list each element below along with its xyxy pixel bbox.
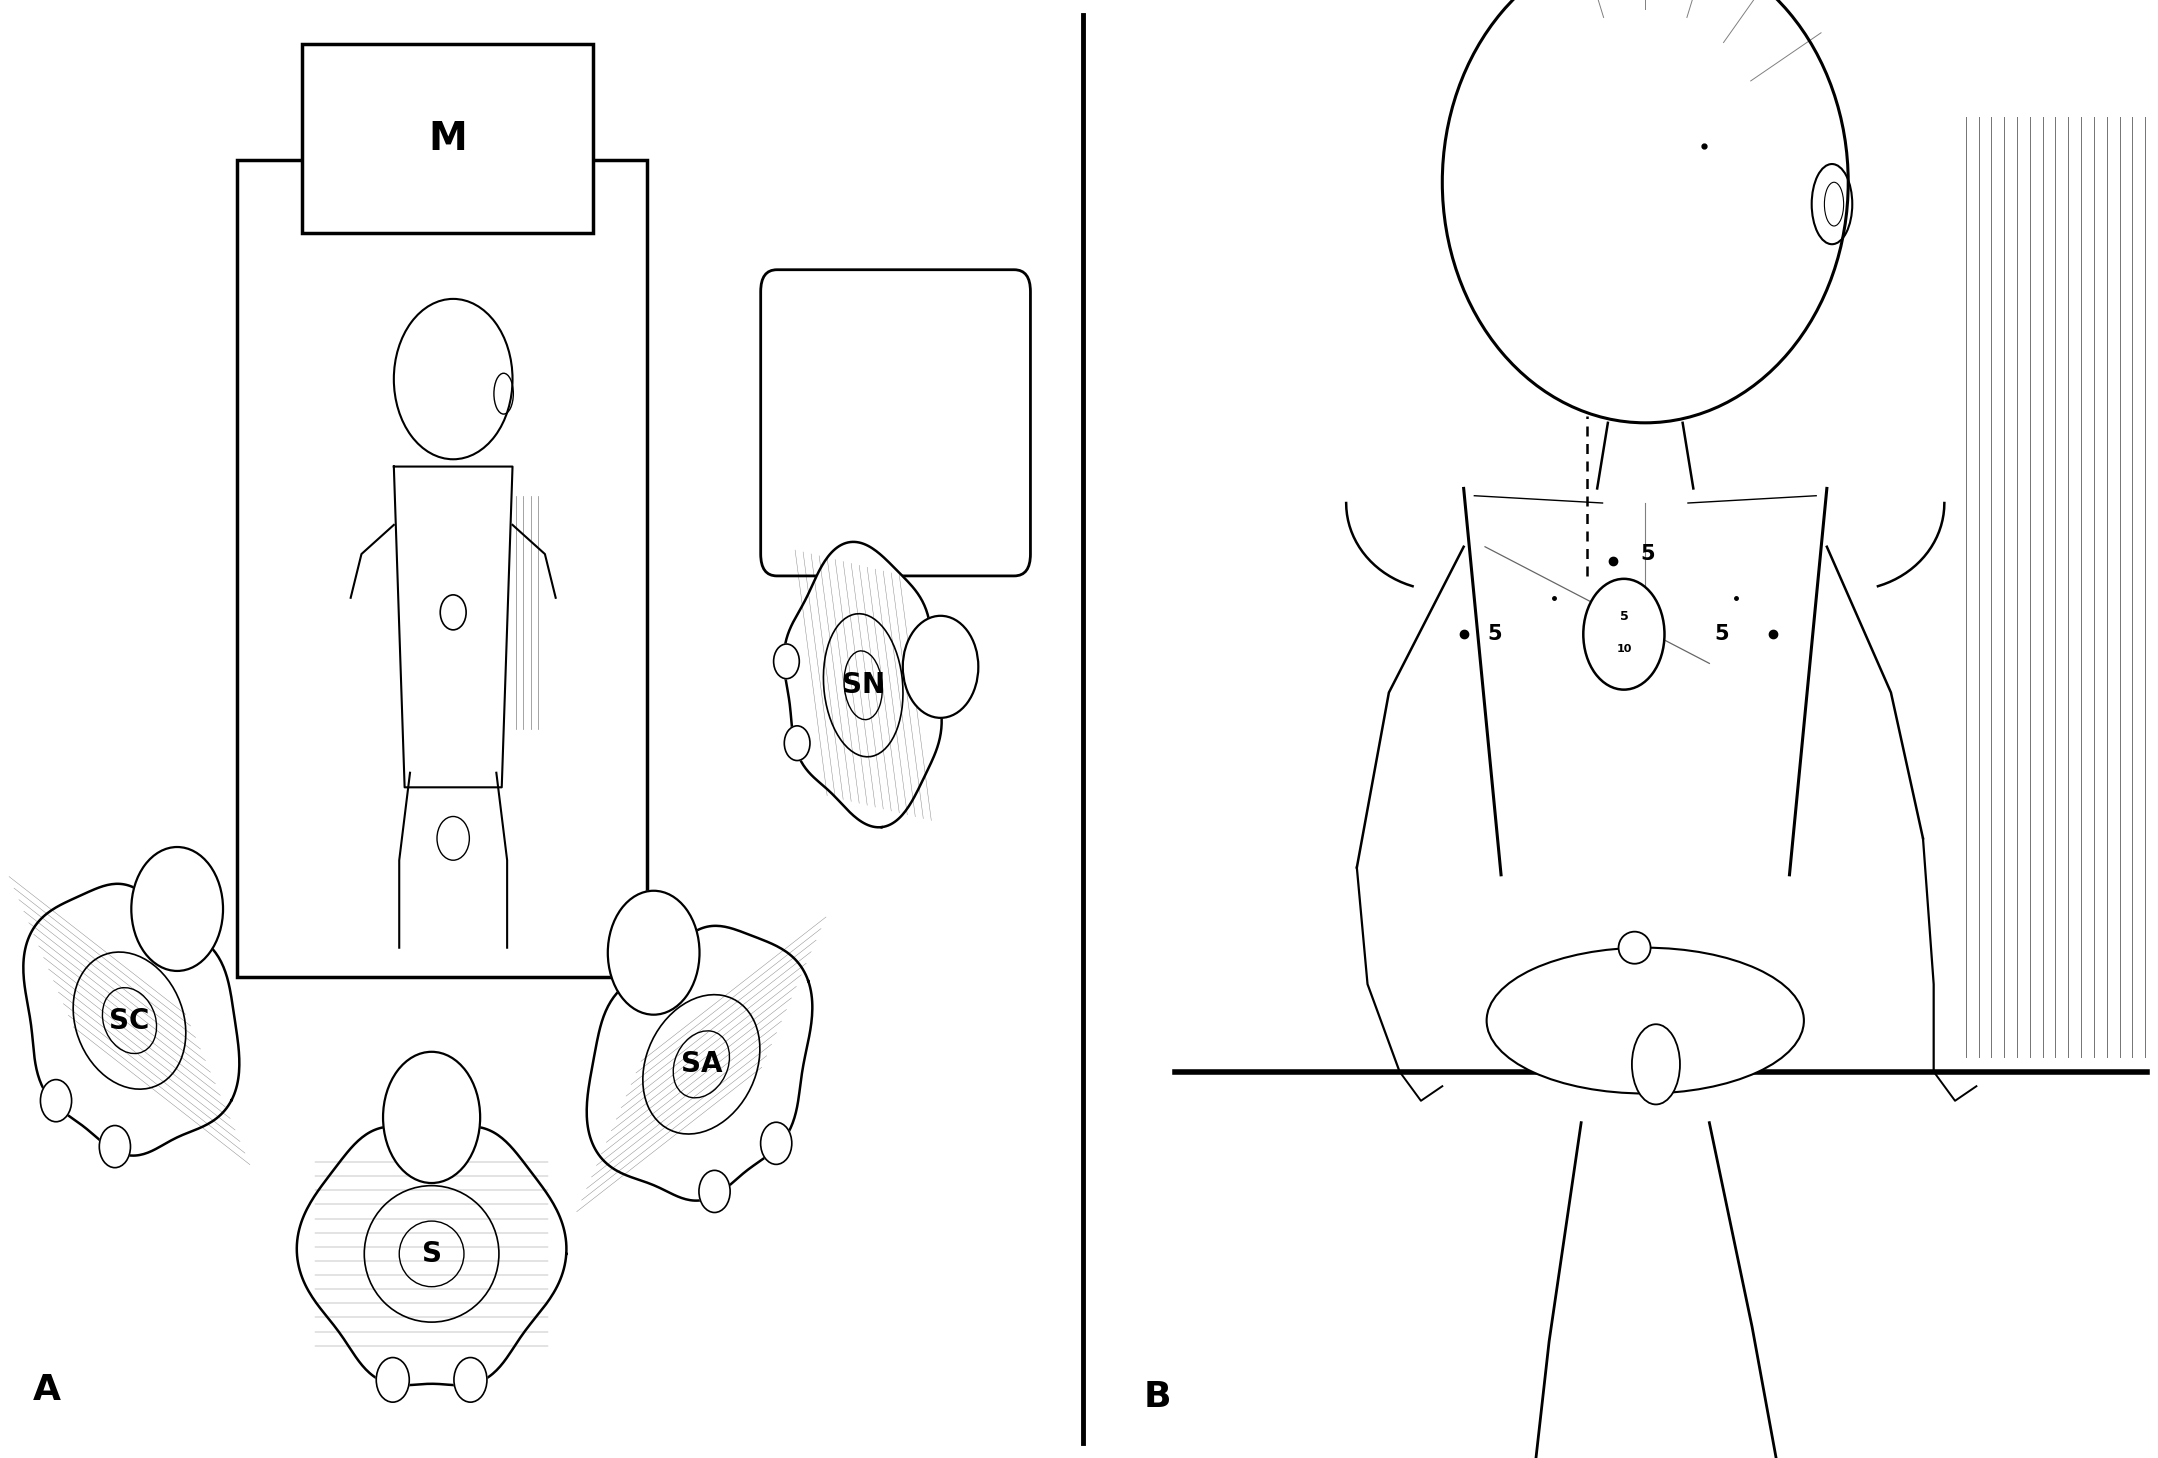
Ellipse shape: [1442, 0, 1847, 423]
Circle shape: [395, 299, 514, 459]
Text: SC: SC: [110, 1006, 149, 1035]
Polygon shape: [298, 1127, 565, 1385]
Circle shape: [783, 726, 809, 761]
Text: B: B: [1144, 1381, 1170, 1414]
Circle shape: [438, 816, 470, 860]
Polygon shape: [1597, 423, 1694, 488]
Polygon shape: [587, 926, 811, 1200]
Circle shape: [41, 1079, 71, 1121]
Circle shape: [99, 1126, 129, 1168]
Circle shape: [440, 595, 466, 630]
Text: 5: 5: [1716, 624, 1729, 644]
Circle shape: [609, 891, 699, 1015]
FancyBboxPatch shape: [237, 160, 647, 977]
Circle shape: [453, 1357, 488, 1403]
Text: A: A: [32, 1373, 60, 1407]
Polygon shape: [783, 542, 941, 827]
Polygon shape: [1463, 488, 1828, 875]
Text: SN: SN: [842, 671, 885, 700]
Text: S: S: [421, 1239, 442, 1268]
Circle shape: [902, 615, 978, 717]
Circle shape: [773, 644, 798, 679]
Text: 5: 5: [1640, 544, 1655, 564]
Ellipse shape: [1618, 932, 1651, 964]
Circle shape: [375, 1357, 410, 1403]
FancyBboxPatch shape: [302, 44, 593, 233]
Ellipse shape: [494, 373, 514, 414]
Text: 5: 5: [1618, 611, 1629, 623]
Circle shape: [132, 847, 222, 971]
Ellipse shape: [1487, 948, 1804, 1094]
Polygon shape: [395, 467, 514, 787]
Text: 5: 5: [1487, 624, 1502, 644]
Circle shape: [760, 1123, 792, 1165]
Polygon shape: [24, 884, 240, 1156]
Text: M: M: [429, 120, 466, 157]
Ellipse shape: [1813, 165, 1852, 245]
Ellipse shape: [1631, 1024, 1679, 1105]
Text: 10: 10: [1616, 644, 1631, 653]
Circle shape: [1584, 579, 1664, 690]
Text: SA: SA: [680, 1050, 723, 1079]
Circle shape: [699, 1171, 729, 1213]
FancyBboxPatch shape: [760, 270, 1032, 576]
Circle shape: [384, 1051, 481, 1182]
Ellipse shape: [1493, 795, 1798, 1042]
